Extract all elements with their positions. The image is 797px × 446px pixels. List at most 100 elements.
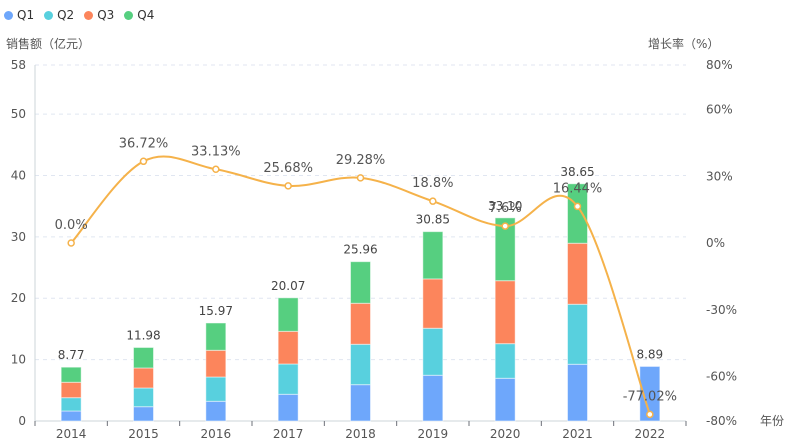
bar-total-label: 25.96 [343, 243, 377, 257]
legend-item-q2[interactable]: Q2 [44, 8, 74, 22]
legend-marker-icon [44, 10, 54, 20]
growth-point [646, 410, 654, 419]
bar-q2-2018 [350, 343, 371, 386]
bar-q2-2016 [205, 376, 227, 402]
bar-q2-2015 [133, 387, 154, 408]
growth-point [573, 202, 582, 211]
x-tick-label: 2021 [562, 427, 593, 441]
label-layer: 8.77 11.98 15.97 20.07 25.96 30.85 33.10 38.65 8… [55, 136, 677, 404]
bar-q3-2014 [60, 381, 82, 399]
legend-label: Q4 [137, 8, 155, 22]
x-tick-label: 2019 [418, 427, 449, 441]
bar-q3-2015 [133, 367, 154, 389]
growth-point [501, 222, 509, 230]
legend-item-q1[interactable]: Q1 [4, 8, 34, 22]
bar-layer [60, 183, 661, 422]
bar-q2-2017 [277, 363, 299, 395]
x-axis-title: 年份 [760, 414, 784, 428]
x-tick-label: 2017 [273, 427, 304, 441]
y-tick-label: 20 [11, 291, 26, 305]
bar-q1-2017 [277, 393, 299, 422]
chart-legend: Q1 Q2 Q3 Q4 [4, 8, 154, 22]
growth-point [284, 182, 292, 190]
bar-q3-2016 [205, 349, 227, 378]
y-axis-right-title: 增长率（%） [648, 36, 719, 51]
growth-label: 29.28% [336, 153, 386, 168]
bar-q3-2018 [350, 302, 371, 345]
bar-q3-2020 [494, 280, 516, 345]
growth-point [67, 239, 75, 247]
bar-q2-2020 [494, 343, 516, 379]
bar-total-label: 30.85 [416, 213, 450, 227]
bar-q1-2018 [350, 384, 371, 422]
bar-q4-2018 [350, 261, 371, 304]
bar-q4-2017 [277, 297, 299, 332]
y-right-tick-label: -30% [706, 303, 737, 317]
y-tick-label: 40 [11, 168, 26, 182]
bar-q1-2020 [494, 377, 516, 422]
bar-q1-2021 [567, 363, 588, 422]
bar-q1-2015 [133, 406, 154, 422]
growth-label: -77.02% [623, 389, 677, 404]
bar-q4-2015 [133, 346, 154, 369]
bar-total-label: 8.89 [636, 347, 663, 361]
x-tick-label: 2020 [490, 427, 521, 441]
y-axis-title: 销售额（亿元） [6, 36, 90, 51]
x-tick-label: 2015 [128, 427, 159, 441]
y-right-tick-label: 80% [706, 58, 733, 72]
bar-q1-2022 [639, 365, 661, 422]
bar-q4-2014 [60, 366, 82, 383]
y-right-tick-label: -80% [706, 414, 737, 428]
bar-q4-2016 [205, 322, 227, 351]
growth-point [139, 157, 148, 166]
x-tick-label: 2022 [635, 427, 666, 441]
line-layer [67, 155, 654, 419]
bar-total-label: 15.97 [199, 304, 233, 318]
y-tick-label: 50 [11, 107, 26, 121]
legend-label: Q1 [17, 8, 35, 22]
bar-q4-2019 [422, 231, 444, 280]
x-tick-label: 2016 [201, 427, 232, 441]
bar-q2-2021 [567, 303, 588, 365]
growth-label: 18.8% [412, 176, 453, 191]
growth-point [212, 165, 220, 174]
growth-label: 7.6% [489, 201, 522, 216]
x-tick-label: 2018 [345, 427, 376, 441]
bar-q3-2019 [422, 278, 444, 329]
bar-q1-2016 [205, 400, 227, 422]
growth-point [429, 197, 437, 205]
bar-q4-2021 [567, 183, 588, 244]
growth-label: 36.72% [119, 136, 169, 151]
bar-total-label: 20.07 [271, 279, 305, 293]
legend-item-q4[interactable]: Q4 [124, 8, 154, 22]
legend-label: Q2 [57, 8, 75, 22]
bar-q2-2014 [60, 397, 82, 412]
axis-layer: 0 10 20 30 40 50 58 80% 60% 30% 0% -30% -60% -80% 2014… [11, 58, 737, 441]
legend-marker-icon [4, 10, 13, 20]
y-right-tick-label: 60% [706, 103, 733, 117]
growth-label: 16.44% [553, 181, 603, 196]
bar-q3-2017 [277, 330, 299, 365]
y-right-tick-label: 0% [706, 236, 725, 250]
y-tick-label: 30 [11, 230, 26, 244]
y-tick-label: 0 [18, 414, 26, 428]
bar-q4-2020 [494, 217, 516, 282]
growth-label: 33.13% [191, 144, 241, 159]
legend-marker-icon [84, 10, 94, 20]
y-tick-label: 10 [11, 353, 26, 367]
bar-total-label: 33.10 [488, 199, 522, 213]
x-tick-label: 2014 [56, 427, 87, 441]
bar-q1-2019 [422, 374, 444, 422]
bar-q2-2019 [422, 327, 444, 376]
bar-q1-2014 [60, 410, 82, 422]
y-right-tick-label: 30% [706, 169, 733, 183]
y-tick-label: 58 [11, 58, 26, 72]
legend-item-q3[interactable]: Q3 [84, 8, 114, 22]
bar-total-label: 8.77 [58, 348, 85, 362]
growth-label: 25.68% [263, 161, 313, 176]
growth-point [356, 174, 365, 182]
legend-label: Q3 [97, 8, 115, 22]
legend-marker-icon [124, 10, 134, 20]
bar-total-label: 38.65 [560, 165, 594, 179]
